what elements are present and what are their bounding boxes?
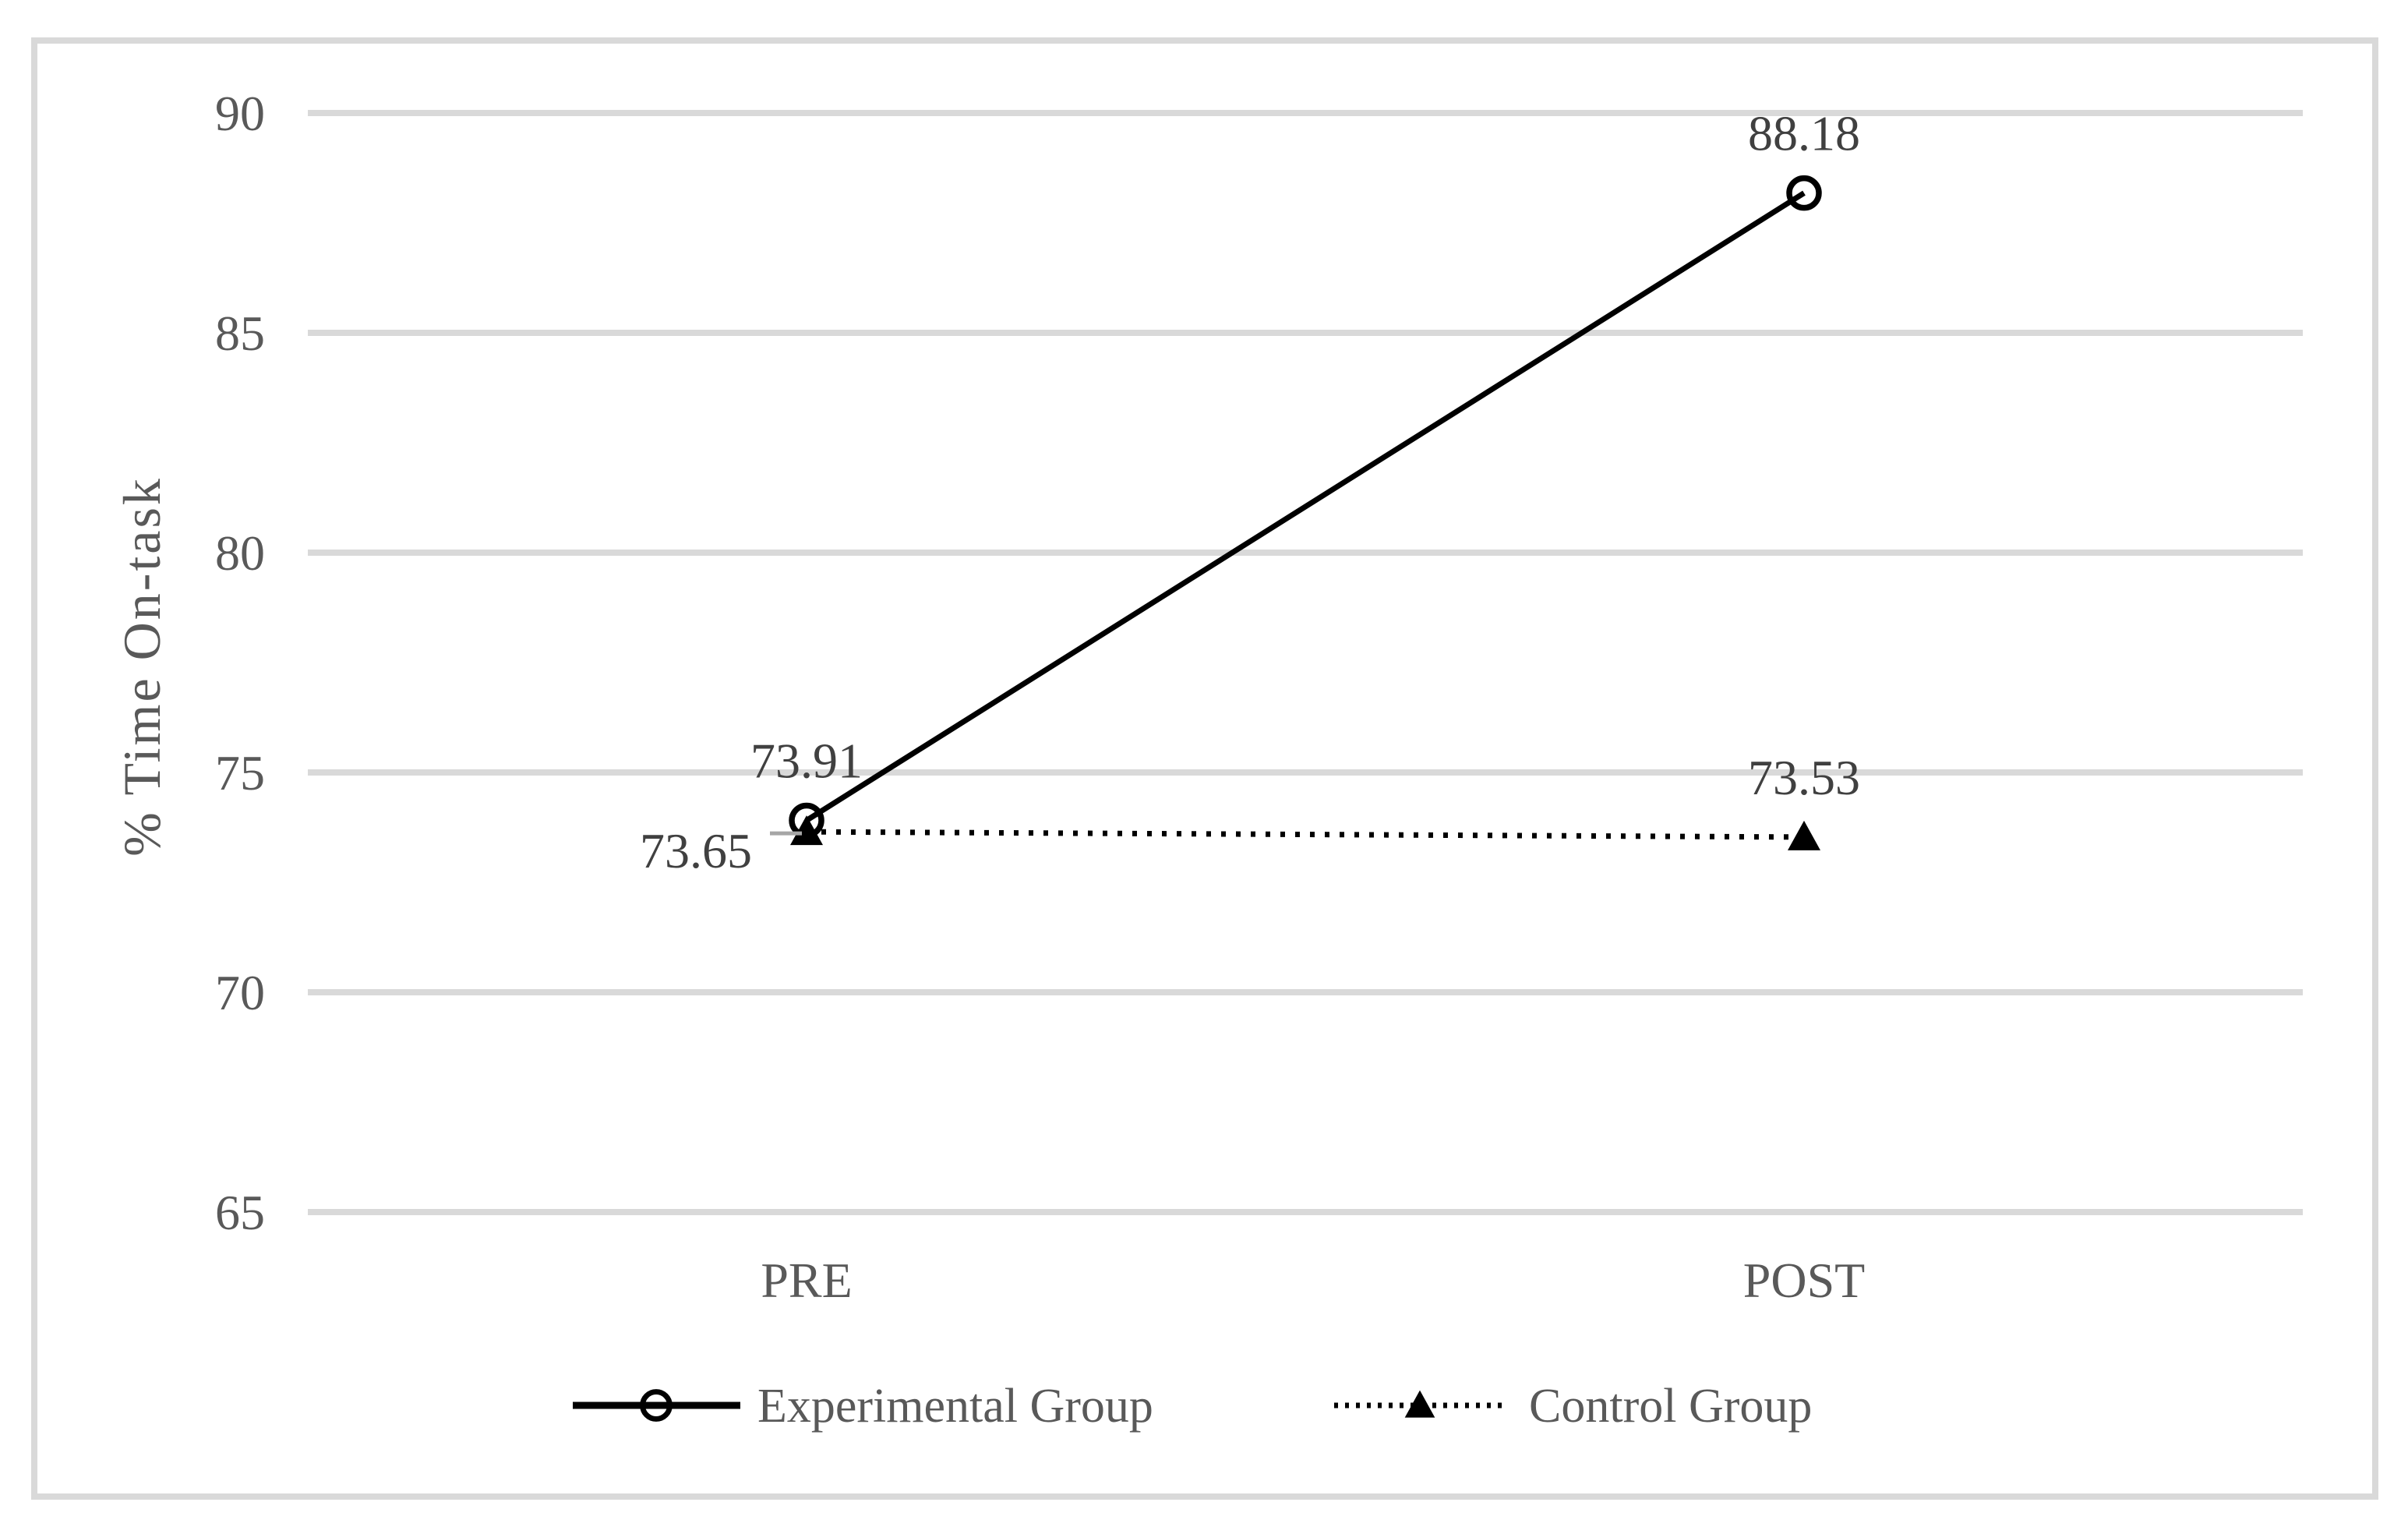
filled-triangle-marker xyxy=(790,815,823,846)
legend: Experimental Group Control Group xyxy=(573,1380,1812,1433)
open-circle-marker xyxy=(1786,175,1822,211)
legend-label-experimental-group: Experimental Group xyxy=(757,1380,1153,1433)
x-axis-category-labels: PRE POST xyxy=(761,1253,1865,1308)
gridlines xyxy=(308,110,2303,1215)
filled-triangle-marker xyxy=(1788,820,1820,850)
series-line-experimental xyxy=(805,190,1806,823)
y-tick-label: 80 xyxy=(215,525,265,581)
series-layer xyxy=(770,175,1822,850)
data-label-experimental-post: 88.18 xyxy=(1748,106,1860,161)
data-label-control-pre: 73.65 xyxy=(640,823,752,878)
category-label-post: POST xyxy=(1743,1253,1866,1308)
y-tick-label: 90 xyxy=(215,86,265,141)
data-label-experimental-pre: 73.91 xyxy=(750,733,863,788)
open-circle-marker xyxy=(640,1389,673,1422)
chart-border xyxy=(31,37,2378,1500)
y-tick-label: 75 xyxy=(215,745,265,801)
y-axis-tick-labels: 90 85 80 75 70 65 xyxy=(215,86,265,1240)
y-tick-label: 65 xyxy=(215,1185,265,1240)
filled-triangle-marker xyxy=(1404,1390,1435,1418)
category-label-pre: PRE xyxy=(761,1253,852,1308)
y-tick-label: 85 xyxy=(215,306,265,361)
legend-label-control-group: Control Group xyxy=(1529,1380,1812,1433)
y-axis-title: % Time On-task xyxy=(112,476,171,857)
data-label-control-post: 73.53 xyxy=(1748,750,1860,805)
data-labels: 73.91 88.18 73.65 73.53 xyxy=(640,106,1860,878)
y-tick-label: 70 xyxy=(215,965,265,1020)
legend-key-samples xyxy=(573,1389,1504,1422)
series-line-control xyxy=(806,829,1805,840)
